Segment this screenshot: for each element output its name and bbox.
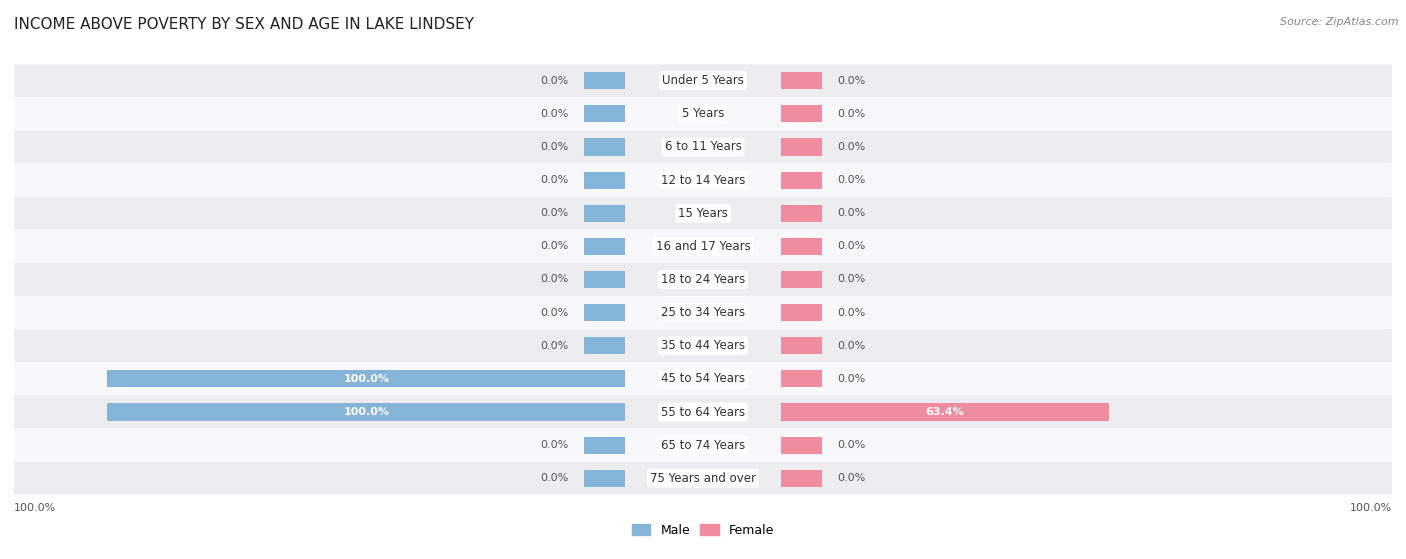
Text: 0.0%: 0.0% xyxy=(540,274,568,285)
Text: 0.0%: 0.0% xyxy=(540,440,568,450)
Text: 100.0%: 100.0% xyxy=(14,503,56,513)
Text: 65 to 74 Years: 65 to 74 Years xyxy=(661,439,745,452)
Bar xyxy=(583,139,626,155)
Text: 12 to 14 Years: 12 to 14 Years xyxy=(661,174,745,187)
Bar xyxy=(583,470,626,487)
Bar xyxy=(107,404,626,420)
FancyBboxPatch shape xyxy=(14,362,1392,395)
Bar xyxy=(780,404,1109,420)
Text: 0.0%: 0.0% xyxy=(838,209,866,218)
Text: 0.0%: 0.0% xyxy=(838,341,866,350)
Bar xyxy=(780,370,823,387)
Text: 63.4%: 63.4% xyxy=(925,407,965,417)
Text: 6 to 11 Years: 6 to 11 Years xyxy=(665,140,741,154)
Bar xyxy=(780,105,823,122)
Bar xyxy=(583,72,626,89)
Legend: Male, Female: Male, Female xyxy=(627,519,779,542)
Text: 0.0%: 0.0% xyxy=(838,374,866,384)
Bar xyxy=(780,238,823,255)
FancyBboxPatch shape xyxy=(14,395,1392,429)
Text: 100.0%: 100.0% xyxy=(1350,503,1392,513)
Text: Source: ZipAtlas.com: Source: ZipAtlas.com xyxy=(1281,17,1399,27)
Bar xyxy=(780,304,823,321)
Text: 0.0%: 0.0% xyxy=(838,473,866,484)
Text: 0.0%: 0.0% xyxy=(540,241,568,252)
Text: Under 5 Years: Under 5 Years xyxy=(662,74,744,87)
Text: 0.0%: 0.0% xyxy=(838,109,866,119)
Text: 0.0%: 0.0% xyxy=(540,175,568,185)
FancyBboxPatch shape xyxy=(14,329,1392,362)
Text: 100.0%: 100.0% xyxy=(343,407,389,417)
Text: 0.0%: 0.0% xyxy=(838,75,866,86)
Text: 45 to 54 Years: 45 to 54 Years xyxy=(661,372,745,385)
Bar xyxy=(780,139,823,155)
Bar xyxy=(583,238,626,255)
Bar xyxy=(107,370,626,387)
Bar xyxy=(780,437,823,454)
Text: 15 Years: 15 Years xyxy=(678,207,728,220)
Text: 0.0%: 0.0% xyxy=(540,142,568,152)
FancyBboxPatch shape xyxy=(14,197,1392,230)
FancyBboxPatch shape xyxy=(14,462,1392,495)
Text: 75 Years and over: 75 Years and over xyxy=(650,472,756,485)
Bar xyxy=(583,172,626,189)
Bar xyxy=(583,105,626,122)
Text: 0.0%: 0.0% xyxy=(540,473,568,484)
Bar xyxy=(583,437,626,454)
Text: 18 to 24 Years: 18 to 24 Years xyxy=(661,273,745,286)
FancyBboxPatch shape xyxy=(14,97,1392,130)
Text: 16 and 17 Years: 16 and 17 Years xyxy=(655,240,751,253)
Text: 0.0%: 0.0% xyxy=(540,209,568,218)
FancyBboxPatch shape xyxy=(14,429,1392,462)
Text: 0.0%: 0.0% xyxy=(540,109,568,119)
Bar xyxy=(780,72,823,89)
Text: 0.0%: 0.0% xyxy=(838,142,866,152)
Bar xyxy=(583,304,626,321)
FancyBboxPatch shape xyxy=(14,130,1392,164)
Text: 0.0%: 0.0% xyxy=(838,440,866,450)
Bar xyxy=(780,205,823,222)
Text: 0.0%: 0.0% xyxy=(540,341,568,350)
Text: 55 to 64 Years: 55 to 64 Years xyxy=(661,405,745,419)
Text: 25 to 34 Years: 25 to 34 Years xyxy=(661,306,745,319)
Text: 0.0%: 0.0% xyxy=(540,307,568,318)
Text: 0.0%: 0.0% xyxy=(838,241,866,252)
FancyBboxPatch shape xyxy=(14,296,1392,329)
Text: INCOME ABOVE POVERTY BY SEX AND AGE IN LAKE LINDSEY: INCOME ABOVE POVERTY BY SEX AND AGE IN L… xyxy=(14,17,474,32)
Bar xyxy=(583,205,626,222)
Text: 0.0%: 0.0% xyxy=(838,307,866,318)
Text: 100.0%: 100.0% xyxy=(343,374,389,384)
Text: 0.0%: 0.0% xyxy=(540,75,568,86)
Text: 0.0%: 0.0% xyxy=(838,274,866,285)
Text: 5 Years: 5 Years xyxy=(682,107,724,120)
FancyBboxPatch shape xyxy=(14,230,1392,263)
FancyBboxPatch shape xyxy=(14,263,1392,296)
Text: 0.0%: 0.0% xyxy=(838,175,866,185)
Text: 35 to 44 Years: 35 to 44 Years xyxy=(661,339,745,352)
FancyBboxPatch shape xyxy=(14,64,1392,97)
Bar xyxy=(780,470,823,487)
Bar xyxy=(780,172,823,189)
Bar xyxy=(780,271,823,288)
Bar xyxy=(583,337,626,354)
Bar xyxy=(583,271,626,288)
Bar xyxy=(780,337,823,354)
FancyBboxPatch shape xyxy=(14,164,1392,197)
